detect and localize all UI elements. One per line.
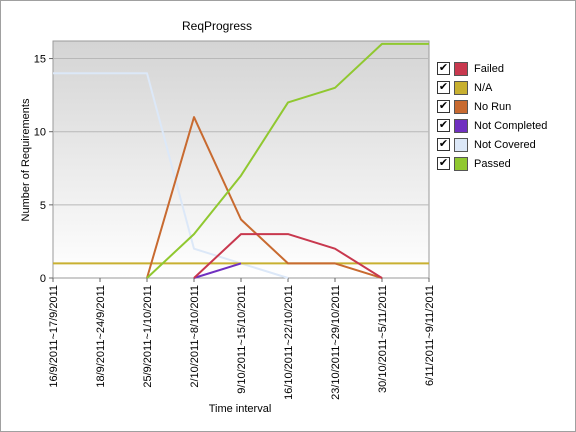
legend: ✔ Failed ✔ N/A ✔ No Run ✔ Not Completed ✔ Not Cov… xyxy=(437,59,547,173)
series-line-no-run xyxy=(146,116,383,279)
legend-swatch xyxy=(454,137,468,152)
legend-checkbox-no-run[interactable]: ✔ xyxy=(437,100,450,113)
legend-label: Not Covered xyxy=(474,138,536,151)
legend-swatch xyxy=(454,156,468,171)
legend-swatch xyxy=(454,80,468,95)
y-tick-label: 15 xyxy=(34,54,46,66)
x-axis-ticks: 16/9/2011~17/9/2011 18/9/2011~24/9/2011 25… xyxy=(48,278,436,400)
legend-checkbox-n-a[interactable]: ✔ xyxy=(437,81,450,94)
legend-label: No Run xyxy=(474,100,512,113)
legend-swatch xyxy=(454,118,468,133)
x-tick-label: 6/11/2011~9/11/2011 xyxy=(424,285,436,386)
y-axis-label: Number of Requirements xyxy=(20,98,32,221)
x-tick-label: 18/9/2011~24/9/2011 xyxy=(95,285,107,388)
x-tick-label: 25/9/2011~1/10/2011 xyxy=(142,285,154,388)
x-tick-label: 23/10/2011~29/10/2011 xyxy=(330,285,342,400)
series-line-failed xyxy=(193,233,383,279)
x-tick-label: 30/10/2011~5/11/2011 xyxy=(377,285,389,393)
y-tick-label: 5 xyxy=(40,200,46,212)
legend-item-n-a[interactable]: ✔ N/A xyxy=(437,78,547,97)
plot-area xyxy=(52,40,430,279)
legend-item-not-covered[interactable]: ✔ Not Covered xyxy=(437,135,547,154)
y-axis-ticks: 0 5 10 15 xyxy=(34,54,53,285)
legend-item-passed[interactable]: ✔ Passed xyxy=(437,154,547,173)
legend-checkbox-not-covered[interactable]: ✔ xyxy=(437,138,450,151)
legend-swatch xyxy=(454,61,468,76)
legend-item-no-run[interactable]: ✔ No Run xyxy=(437,97,547,116)
series-lines xyxy=(53,42,429,279)
x-axis-label: Time interval xyxy=(209,403,272,415)
x-tick-label: 16/10/2011~22/10/2011 xyxy=(283,285,295,400)
legend-swatch xyxy=(454,99,468,114)
legend-checkbox-failed[interactable]: ✔ xyxy=(437,62,450,75)
legend-checkbox-not-completed[interactable]: ✔ xyxy=(437,119,450,132)
legend-label: Failed xyxy=(474,62,504,75)
chart-title: ReqProgress xyxy=(182,19,252,33)
y-tick-label: 0 xyxy=(40,273,46,285)
series-line-not-completed xyxy=(193,262,242,279)
y-tick-label: 10 xyxy=(34,127,46,139)
x-tick-label: 9/10/2011~15/10/2011 xyxy=(236,285,248,394)
legend-label: Not Completed xyxy=(474,119,548,132)
series-line-passed xyxy=(146,42,429,279)
legend-label: Passed xyxy=(474,157,511,170)
legend-item-failed[interactable]: ✔ Failed xyxy=(437,59,547,78)
legend-item-not-completed[interactable]: ✔ Not Completed xyxy=(437,116,547,135)
series-line-not-covered xyxy=(53,72,289,279)
legend-checkbox-passed[interactable]: ✔ xyxy=(437,157,450,170)
x-tick-label: 2/10/2011~8/10/2011 xyxy=(189,285,201,388)
legend-label: N/A xyxy=(474,81,493,94)
x-tick-label: 16/9/2011~17/9/2011 xyxy=(48,285,60,388)
